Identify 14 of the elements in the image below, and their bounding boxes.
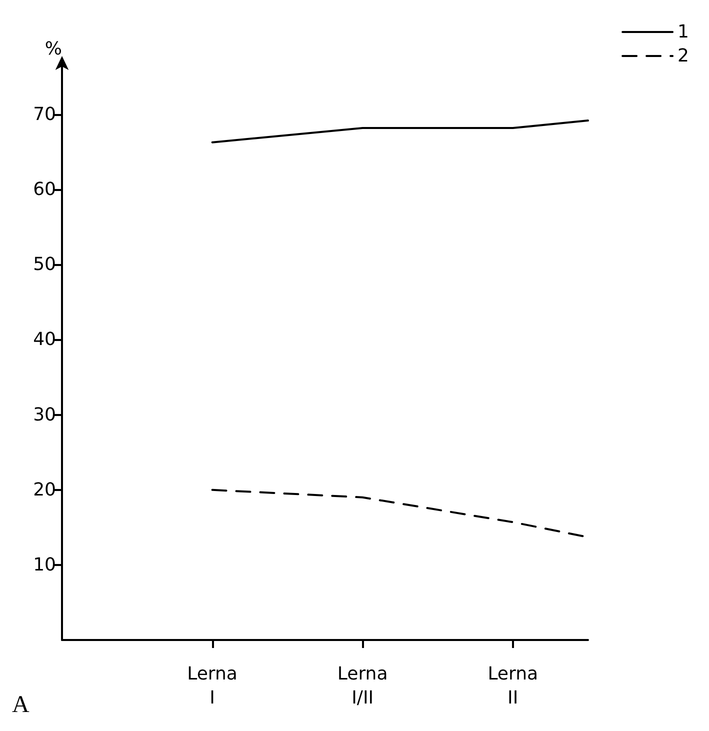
y-tick-label: 10 [33, 554, 56, 576]
x-tick-label: Lerna I [187, 664, 238, 708]
x-tick-label: Lerna I/II [337, 664, 388, 708]
y-tick-label: 30 [33, 404, 56, 426]
y-tick-label: 20 [33, 479, 56, 500]
legend-label: 2 [678, 46, 689, 66]
x-tick-label: Lerna II [488, 664, 538, 708]
text: A [12, 692, 30, 718]
y-tick-label: 60 [33, 179, 56, 200]
y-axis-title: % [44, 38, 62, 60]
y-tick-label: 50 [33, 254, 56, 276]
y-tick-label: 40 [33, 329, 56, 350]
legend-label: 1 [678, 22, 689, 42]
y-tick-label: 70 [33, 104, 56, 126]
